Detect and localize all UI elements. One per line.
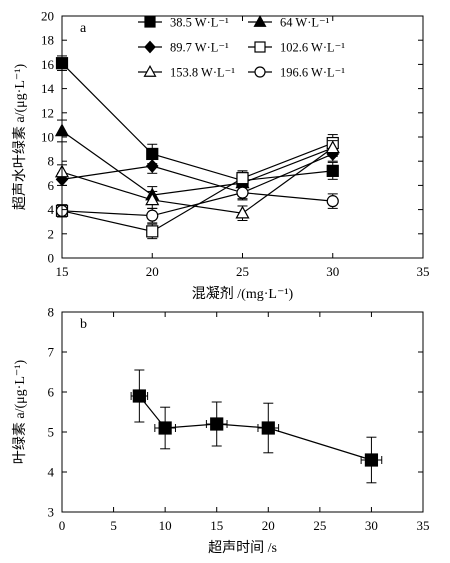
legend-marker bbox=[254, 41, 266, 53]
chart-a-x-tick-label: 25 bbox=[236, 264, 249, 279]
legend-item: 38.5 W·L⁻¹ bbox=[138, 16, 229, 30]
legend-item: 196.6 W·L⁻¹ bbox=[248, 66, 345, 80]
chart-a-data-point bbox=[146, 147, 159, 161]
legend-item: 153.8 W·L⁻¹ bbox=[138, 65, 235, 80]
chart-a-series-line-4 bbox=[61, 142, 333, 233]
legend-item: 89.7 W·L⁻¹ bbox=[138, 41, 229, 55]
chart-a-data-point bbox=[326, 195, 339, 208]
chart-a-x-tick-label: 15 bbox=[56, 264, 69, 279]
chart-a-y-tick-label: 20 bbox=[41, 9, 54, 24]
chart-a-panel-label: a bbox=[80, 21, 87, 36]
chart-a-x-tick-label: 30 bbox=[326, 264, 339, 279]
chart-a-data-point bbox=[145, 159, 159, 173]
chart-a-series bbox=[54, 55, 340, 240]
chart-a-y-tick-label: 18 bbox=[41, 33, 54, 48]
chart-a-data-point bbox=[325, 140, 340, 154]
chart-a-series-line-2 bbox=[61, 130, 333, 196]
chart-b-data-point bbox=[261, 421, 275, 435]
chart-b-data-point bbox=[364, 453, 379, 467]
chart-a-x-axis-label: 混凝剂 /(mg·L⁻¹) bbox=[192, 286, 294, 302]
chart-a-y-tick-label: 12 bbox=[41, 105, 54, 120]
chart-a-y-tick-label: 0 bbox=[48, 251, 55, 266]
chart-b: 0 5 10 15 20 25 30 35 3 4 5 6 7 8 b 超声时间 /s 叶绿素 a/(μg… bbox=[12, 305, 430, 557]
legend-marker bbox=[144, 40, 156, 54]
chart-b-x-axis-label: 超声时间 /s bbox=[208, 540, 277, 556]
chart-a-y-tick-label: 2 bbox=[48, 226, 55, 241]
chart-b-x-tick-label: 15 bbox=[210, 518, 223, 533]
legend-label: 102.6 W·L⁻¹ bbox=[280, 41, 345, 55]
chart-a-data-point bbox=[326, 164, 339, 177]
chart-b-y-tick-label: 8 bbox=[48, 305, 55, 320]
chart-b-y-tick-label: 5 bbox=[48, 425, 55, 440]
chart-a-y-axis-label: 超声水叶绿素 a/(μg·L⁻¹) bbox=[12, 64, 28, 211]
chart-b-data-point bbox=[158, 421, 172, 435]
chart-a-series-line-6 bbox=[61, 192, 333, 217]
chart-b-y-tick-label: 4 bbox=[48, 465, 55, 480]
chart-a-y-tick-label: 6 bbox=[48, 178, 55, 193]
chart-a-data-point bbox=[146, 209, 159, 222]
chart-b-x-tick-label: 5 bbox=[110, 518, 117, 533]
chart-b-ticks: 0 5 10 15 20 25 30 35 3 4 5 6 7 8 bbox=[48, 305, 430, 534]
chart-b-plot-frame bbox=[61, 311, 424, 513]
chart-b-x-tick-label: 0 bbox=[59, 518, 66, 533]
legend-marker bbox=[143, 65, 157, 77]
chart-a-series-line-5 bbox=[61, 147, 334, 214]
legend-item: 102.6 W·L⁻¹ bbox=[248, 41, 345, 55]
legend-label: 38.5 W·L⁻¹ bbox=[170, 16, 229, 30]
legend-label: 89.7 W·L⁻¹ bbox=[170, 41, 229, 55]
chart-a-plot-frame bbox=[61, 15, 424, 259]
chart-b-panel-label: b bbox=[80, 317, 87, 332]
chart-a-ticks: 15 20 25 30 35 0 2 4 6 8 10 12 14 16 18 20 bbox=[41, 9, 430, 280]
chart-a-y-tick-label: 14 bbox=[41, 81, 55, 96]
chart-a: 15 20 25 30 35 0 2 4 6 8 10 12 14 16 18 20 a 混凝剂 /(mg·L… bbox=[12, 9, 430, 303]
legend-label: 153.8 W·L⁻¹ bbox=[170, 66, 235, 80]
chart-a-series-line-3 bbox=[61, 153, 333, 194]
chart-b-y-tick-label: 3 bbox=[48, 505, 55, 520]
chart-a-data-point bbox=[236, 172, 249, 185]
chart-a-series-line-1 bbox=[61, 62, 333, 182]
chart-a-x-tick-label: 20 bbox=[146, 264, 159, 279]
chart-a-y-tick-label: 16 bbox=[41, 57, 55, 72]
chart-b-x-tick-label: 25 bbox=[313, 518, 326, 533]
legend-marker bbox=[253, 15, 267, 27]
chart-b-y-tick-label: 7 bbox=[48, 345, 55, 360]
chart-b-data-point bbox=[132, 389, 146, 403]
chart-b-data-point bbox=[210, 417, 224, 431]
legend-label: 196.6 W·L⁻¹ bbox=[280, 66, 345, 80]
chart-a-legend: 38.5 W·L⁻¹ 64 W·L⁻¹ 89.7 W·L⁻¹ 102.6 W·L⁻¹ 1… bbox=[138, 15, 345, 80]
chart-a-data-point bbox=[235, 205, 250, 219]
chart-b-x-tick-label: 20 bbox=[262, 518, 275, 533]
chart-a-y-tick-label: 4 bbox=[48, 202, 55, 217]
chart-a-y-tick-label: 8 bbox=[48, 154, 55, 169]
chart-a-x-tick-label: 35 bbox=[417, 264, 430, 279]
chart-b-series bbox=[130, 369, 383, 484]
legend-marker bbox=[254, 66, 266, 78]
chart-a-y-tick-label: 10 bbox=[41, 130, 54, 145]
legend-marker bbox=[144, 16, 156, 28]
chart-b-x-tick-label: 35 bbox=[417, 518, 430, 533]
chart-a-data-point bbox=[236, 186, 249, 199]
legend-label: 64 W·L⁻¹ bbox=[280, 16, 330, 30]
chart-a-data-point bbox=[146, 225, 159, 238]
chart-b-y-axis-label: 叶绿素 a/(μg·L⁻¹) bbox=[12, 360, 28, 465]
legend-item: 64 W·L⁻¹ bbox=[248, 15, 330, 30]
chart-b-x-tick-label: 30 bbox=[365, 518, 378, 533]
chart-a-data-point bbox=[145, 192, 160, 206]
chart-b-y-tick-label: 6 bbox=[48, 385, 55, 400]
chart-b-x-tick-label: 10 bbox=[159, 518, 172, 533]
